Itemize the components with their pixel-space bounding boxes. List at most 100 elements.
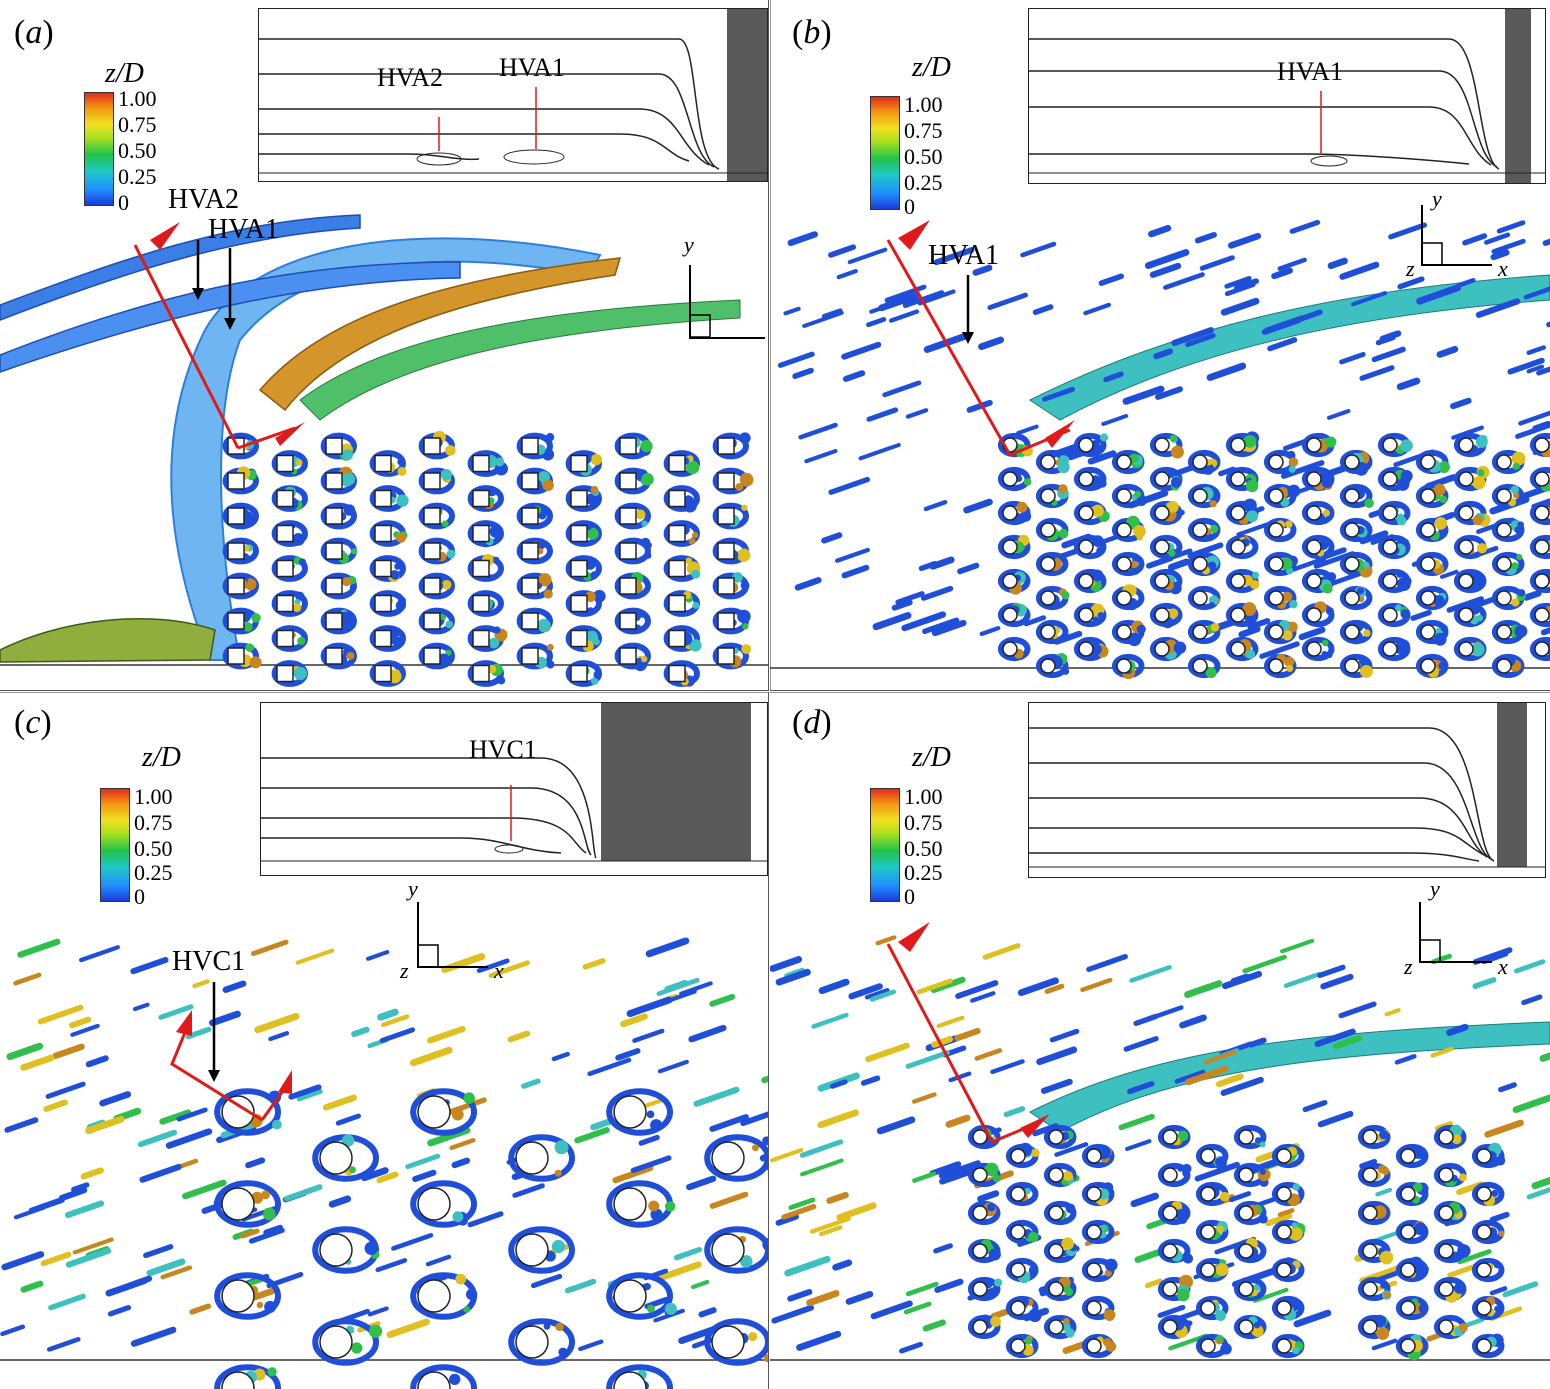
cylinder-wake [1453,500,1487,526]
vortex-blob [1470,642,1485,657]
circular-cylinder [1438,1243,1454,1259]
vortex-blob [70,1023,100,1037]
vortex-blob [590,1117,615,1131]
vortex-blob [264,1300,277,1313]
vortex-blob [1215,1310,1227,1321]
circular-cylinder [1362,1129,1378,1145]
vortex-blob [1228,1191,1252,1203]
vortex-blob [335,1113,361,1126]
square-cylinder [423,437,441,455]
vortex-blob [391,1232,434,1251]
vortex-blob [1458,1173,1467,1182]
vortex-blob [828,476,871,495]
cylinder-wake [271,625,308,652]
vortex-blob [836,269,858,280]
cylinder-wake [369,660,406,687]
square-cylinder [472,594,490,613]
vortex-blob [441,579,452,590]
cylinder-wake [1301,534,1335,560]
circular-cylinder [1086,1338,1102,1354]
cylinder-wake [467,485,504,512]
vortex-blob [1118,1113,1155,1131]
vortex-blob [538,573,552,587]
vortex-blob [521,1078,541,1089]
cylinder-wake [1301,636,1335,662]
vortex-blob [1371,1338,1398,1351]
circular-cylinder [1192,624,1208,640]
vortex-blob [1230,973,1250,985]
circular-cylinder [1086,1148,1102,1164]
vortex-blob [245,1157,266,1169]
cylinder-wake [1415,483,1449,509]
circular-cylinder [1362,1167,1378,1183]
vortex-blob [821,308,843,319]
vortex-blob [832,1259,853,1271]
vortex-blob [545,432,555,442]
vortex-blob [1104,1258,1118,1272]
circular-cylinder [1382,573,1398,589]
vortex-blob [1134,490,1142,498]
vortex-blob [1220,1076,1264,1096]
vortex-blob [1099,1224,1107,1232]
cylinder-wake [967,1200,1001,1226]
vortex-blob [139,1163,182,1183]
square-cylinder [521,577,539,595]
vortex-blob [1185,333,1216,347]
vortex-blob [679,981,713,996]
vortex-blob [1430,1046,1454,1058]
vortex-blob [426,1025,466,1044]
cylinder-wake [565,485,602,512]
square-cylinder [619,507,637,525]
vortex-blob [340,473,354,487]
vortex-blob [799,1139,844,1158]
circular-cylinder [221,1279,255,1313]
vortex-blob [1149,262,1182,278]
vortex-blob [1517,589,1526,597]
square-cylinder [423,472,441,490]
vortex-blob [271,1119,282,1130]
panel-c-visualization [0,692,768,1389]
vortex-blob [1065,1328,1075,1338]
circular-cylinder [1362,1281,1378,1297]
circular-cylinder [1154,437,1170,453]
vortex-blob [1510,485,1520,495]
circular-cylinder [1420,522,1436,538]
cylinder-wake [418,502,455,530]
square-cylinder [325,612,343,630]
vortex-blob [1182,1253,1194,1264]
cylinder-wake [320,607,357,635]
vortex-blob [65,1247,112,1268]
annotation-hva2: HVA2 [168,184,240,215]
vortex-blob [1227,232,1262,249]
vortex-blob [691,569,701,579]
vortex-blob [794,577,822,591]
vortex-blob [593,589,606,603]
vortex-blob [159,1109,192,1125]
vortex-blob [875,935,897,946]
vortex-blob [1339,351,1366,365]
vortex-blob [1285,520,1293,528]
vortex-blob [829,1079,848,1089]
cylinder-wake [614,642,651,670]
vortex-blob [1433,595,1445,607]
circular-cylinder [1306,641,1322,657]
circular-cylinder [1162,1319,1178,1335]
vortex-blob [929,556,955,570]
vortex-blob [367,1306,389,1317]
circular-cylinder [1116,624,1132,640]
cylinder-wake [1149,568,1183,594]
vortex-blob [954,1027,981,1042]
circular-cylinder [1382,471,1398,487]
square-cylinder [276,629,294,648]
vortex-blob [1320,973,1354,990]
vortex-blob [1040,1078,1073,1094]
cylinder-wake [1415,619,1449,645]
circular-cylinder [972,1281,988,1297]
circular-cylinder [1420,556,1436,572]
vortex-blob [1518,410,1550,426]
vortex-blob [37,1004,84,1025]
circular-cylinder [1238,1243,1254,1259]
horseshoe-vortex-sheet [170,237,602,661]
circular-cylinder [972,1167,988,1183]
vortex-blob [869,989,897,1002]
